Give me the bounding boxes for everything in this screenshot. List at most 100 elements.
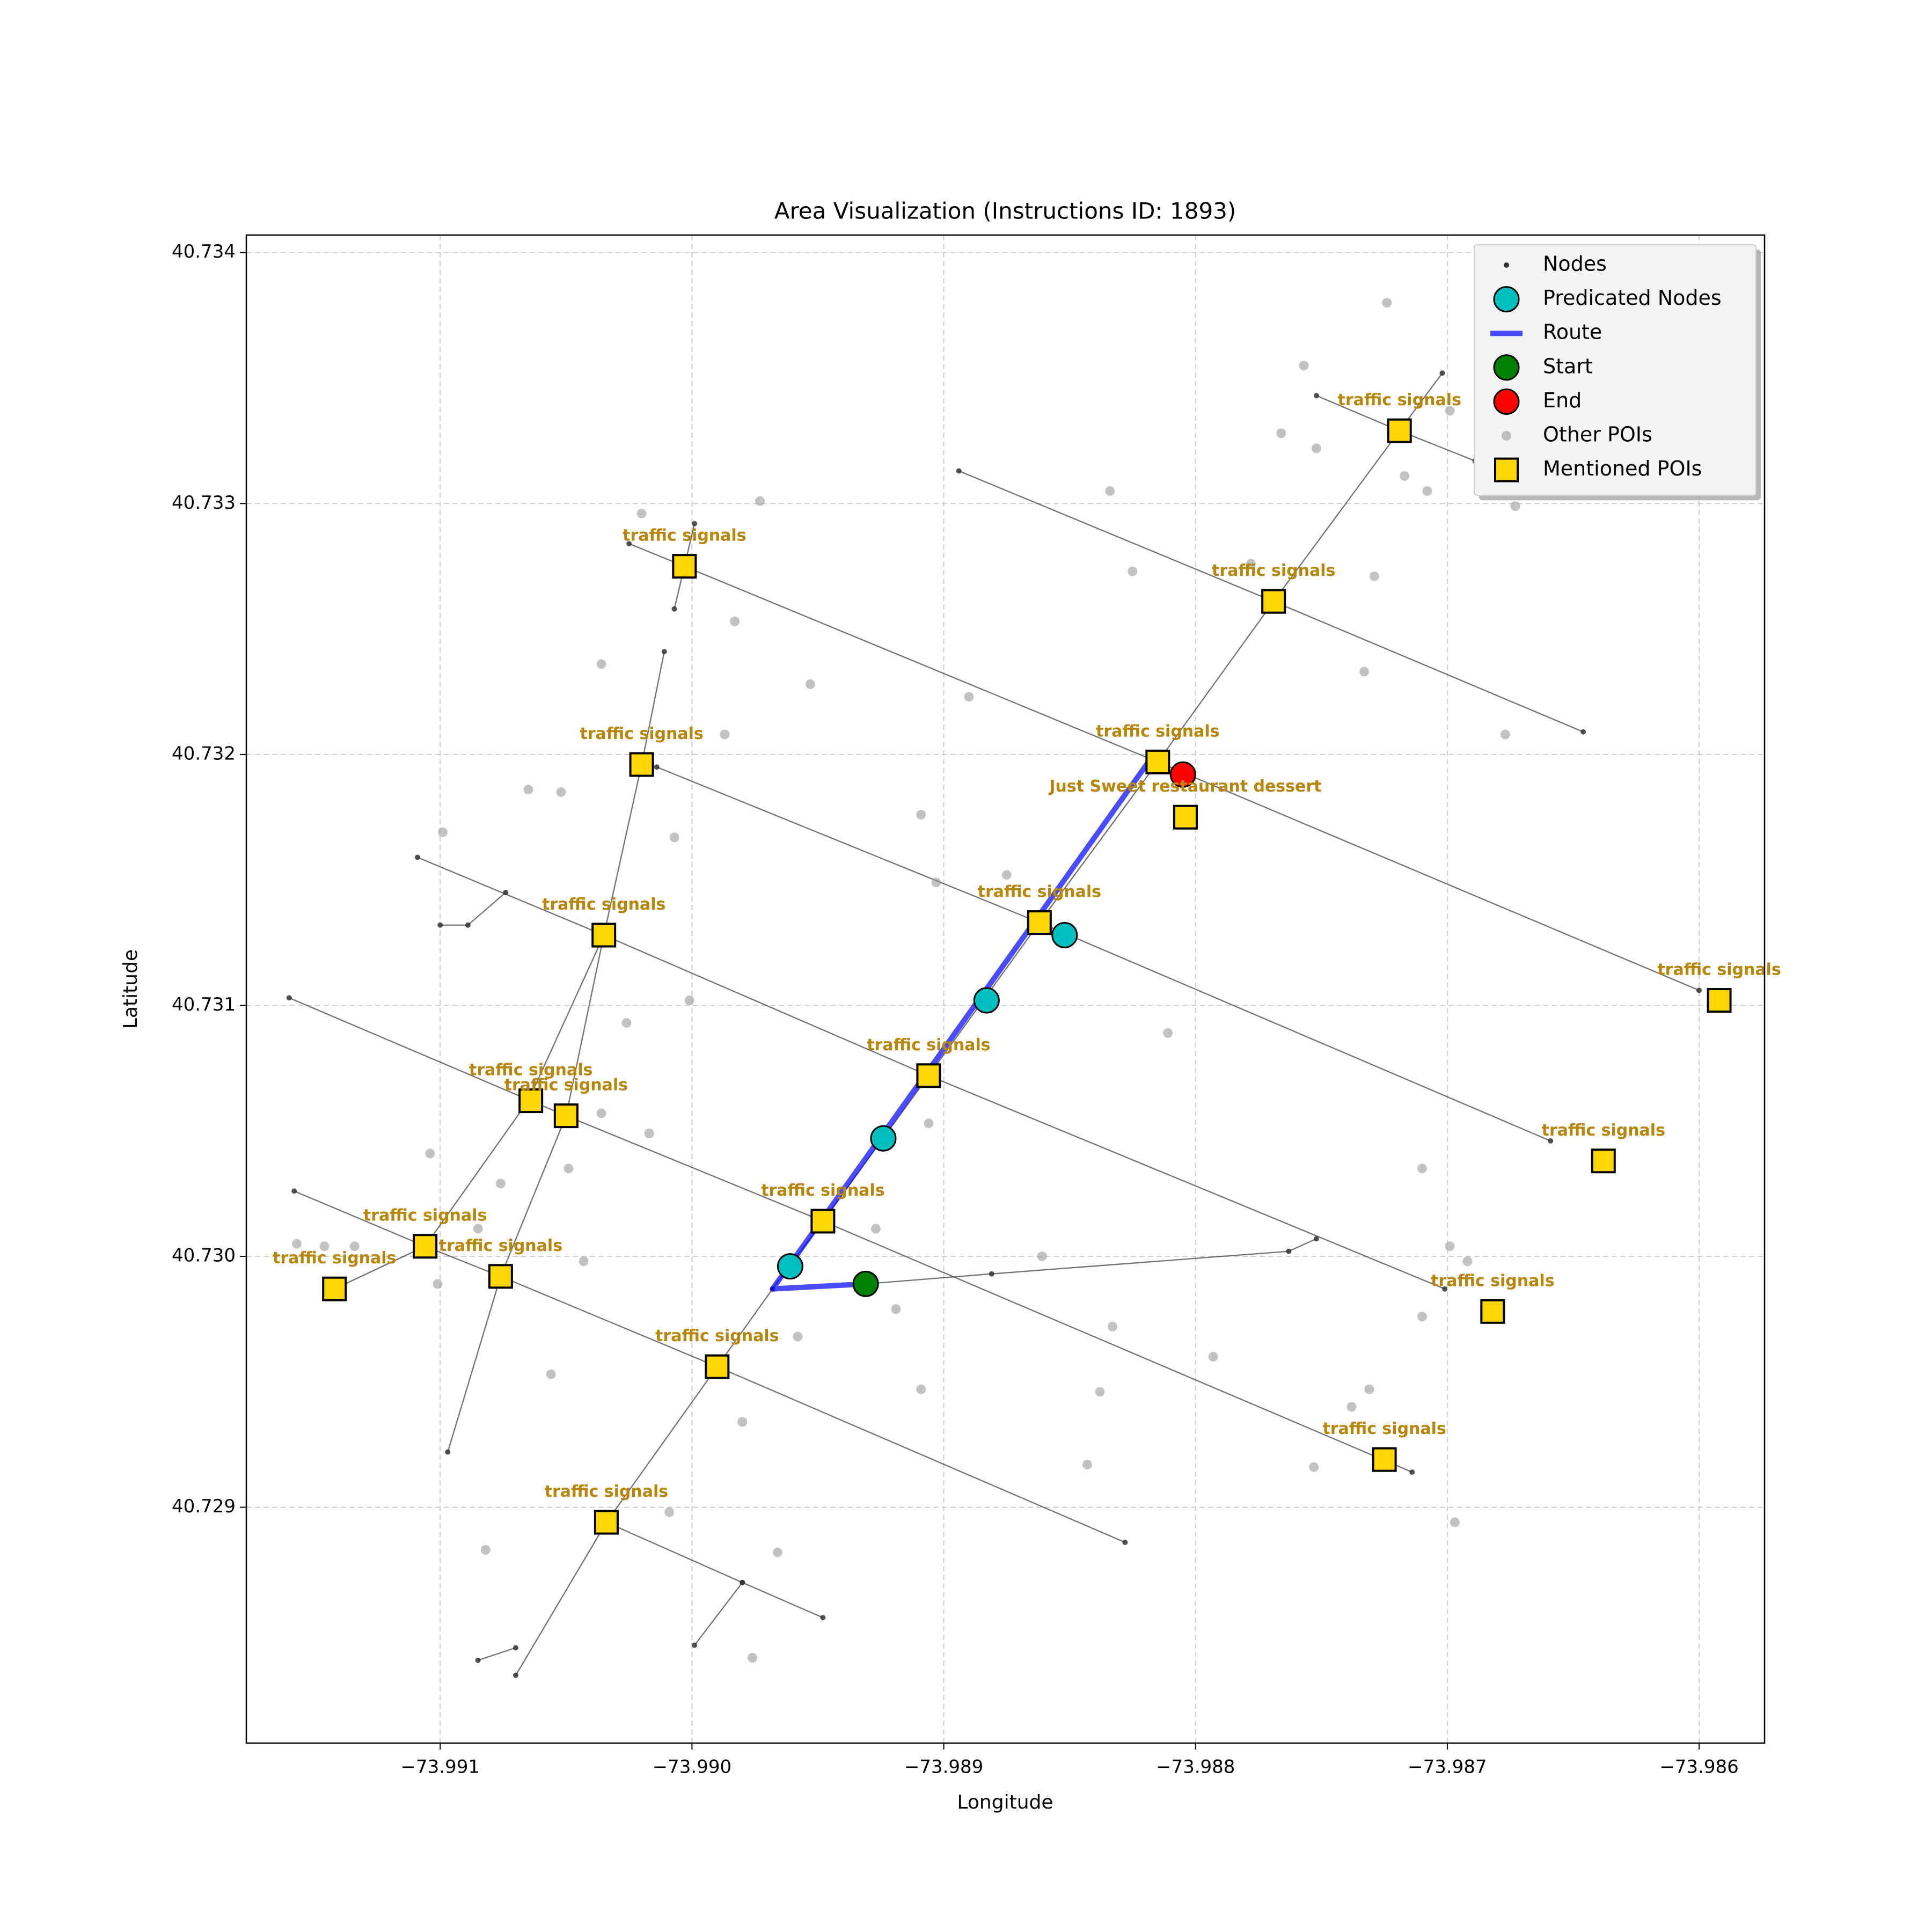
poi-dot [425, 1148, 435, 1159]
poi-dot [931, 877, 941, 888]
poi-label: Just Sweet restaurant dessert [1048, 777, 1321, 796]
poi-dot [495, 1179, 506, 1189]
poi-square [1387, 418, 1412, 443]
node [465, 922, 471, 928]
node [1286, 1248, 1292, 1254]
poi-dot [1369, 571, 1379, 581]
poi-label: traffic signals [761, 1181, 884, 1200]
poi-square [672, 554, 697, 579]
x-axis-label: Longitude [957, 1791, 1053, 1813]
poi-dot [1417, 1163, 1427, 1174]
poi-dot [916, 1384, 926, 1394]
y-tick-label: 40.733 [172, 492, 236, 514]
poi-dot [870, 1224, 881, 1234]
legend-label: Other POIs [1543, 423, 1652, 447]
poi-dot [636, 508, 647, 518]
x-tick-label: −73.988 [1156, 1757, 1235, 1778]
x-tick-label: −73.987 [1408, 1757, 1487, 1778]
poi-dot [1364, 1384, 1374, 1394]
poi-dot [755, 496, 765, 506]
poi-square [1261, 589, 1286, 614]
node [654, 764, 660, 770]
marker-circle [973, 987, 1000, 1014]
x-tick-label: −73.986 [1659, 1757, 1738, 1778]
poi-square [1591, 1148, 1616, 1174]
plot-frame [245, 234, 1766, 1744]
y-tick-label: 40.729 [172, 1496, 236, 1517]
node [415, 854, 421, 860]
poi-square [629, 752, 654, 777]
legend-label: Route [1543, 320, 1602, 344]
poi-label: traffic signals [867, 1036, 990, 1055]
poi-square [705, 1354, 730, 1379]
poi-dot [684, 996, 694, 1006]
y-tick-label: 40.734 [172, 241, 236, 262]
poi-dot [1276, 428, 1286, 438]
node [291, 1188, 297, 1194]
poi-dot [748, 1653, 757, 1663]
poi-square [1173, 804, 1198, 830]
poi-dot [1346, 1402, 1357, 1412]
poi-dot [1208, 1351, 1218, 1362]
poi-dot [1500, 729, 1510, 740]
poi-label: traffic signals [655, 1327, 779, 1345]
node [740, 1579, 745, 1585]
poi-dot [964, 692, 974, 702]
node [671, 606, 677, 612]
poi-dot [319, 1241, 330, 1252]
node [1313, 393, 1319, 399]
poi-square [1372, 1447, 1397, 1472]
poi-dot [669, 832, 679, 843]
poi-dot [437, 827, 448, 837]
legend-label: Mentioned POIs [1543, 457, 1702, 480]
node [503, 889, 509, 895]
poi-square [594, 1510, 619, 1535]
poi-dot [772, 1547, 782, 1557]
marker-circle [870, 1125, 897, 1152]
poi-dot [473, 1224, 483, 1234]
poi-label: traffic signals [1542, 1121, 1665, 1140]
legend [1474, 244, 1757, 496]
node [513, 1645, 518, 1651]
poi-label: traffic signals [1431, 1271, 1554, 1290]
marker-circle [1169, 761, 1196, 788]
poi-square [1027, 910, 1052, 935]
poi-square [591, 923, 617, 948]
poi-dot [433, 1279, 443, 1289]
poi-dot [1445, 1241, 1455, 1252]
route [770, 758, 1153, 1292]
x-tick-label: −73.990 [653, 1757, 731, 1778]
node [1696, 987, 1702, 993]
legend-marker [1494, 457, 1519, 482]
poi-dot [1400, 471, 1410, 481]
poi-label: traffic signals [273, 1249, 396, 1268]
poi-label: traffic signals [1657, 961, 1781, 979]
poi-dot [793, 1331, 803, 1342]
poi-label: traffic signals [504, 1076, 628, 1095]
poi-dot [1163, 1028, 1173, 1038]
poi-square [413, 1234, 438, 1259]
poi-dot [644, 1128, 654, 1138]
x-tick-label: −73.991 [401, 1757, 480, 1778]
poi-dot [579, 1256, 589, 1267]
poi-dot [1082, 1460, 1092, 1470]
poi-label: traffic signals [1096, 722, 1219, 741]
poi-dot [916, 810, 926, 820]
poi-label: traffic signals [1212, 561, 1335, 580]
poi-label: traffic signals [1338, 391, 1461, 409]
poi-square [518, 1088, 544, 1114]
poi-dot [349, 1241, 360, 1252]
poi-dot [564, 1163, 574, 1174]
poi-dot [621, 1018, 632, 1028]
poi-label: traffic signals [545, 1482, 668, 1501]
poi-dot [730, 617, 740, 627]
chart-title: Area Visualization (Instructions ID: 189… [774, 198, 1236, 224]
legend-marker [1493, 388, 1520, 415]
node [692, 521, 698, 526]
poi-dot [891, 1304, 901, 1314]
y-tick-label: 40.731 [172, 994, 236, 1015]
node [1409, 1469, 1415, 1475]
road [289, 997, 1413, 1473]
node [1548, 1138, 1554, 1144]
